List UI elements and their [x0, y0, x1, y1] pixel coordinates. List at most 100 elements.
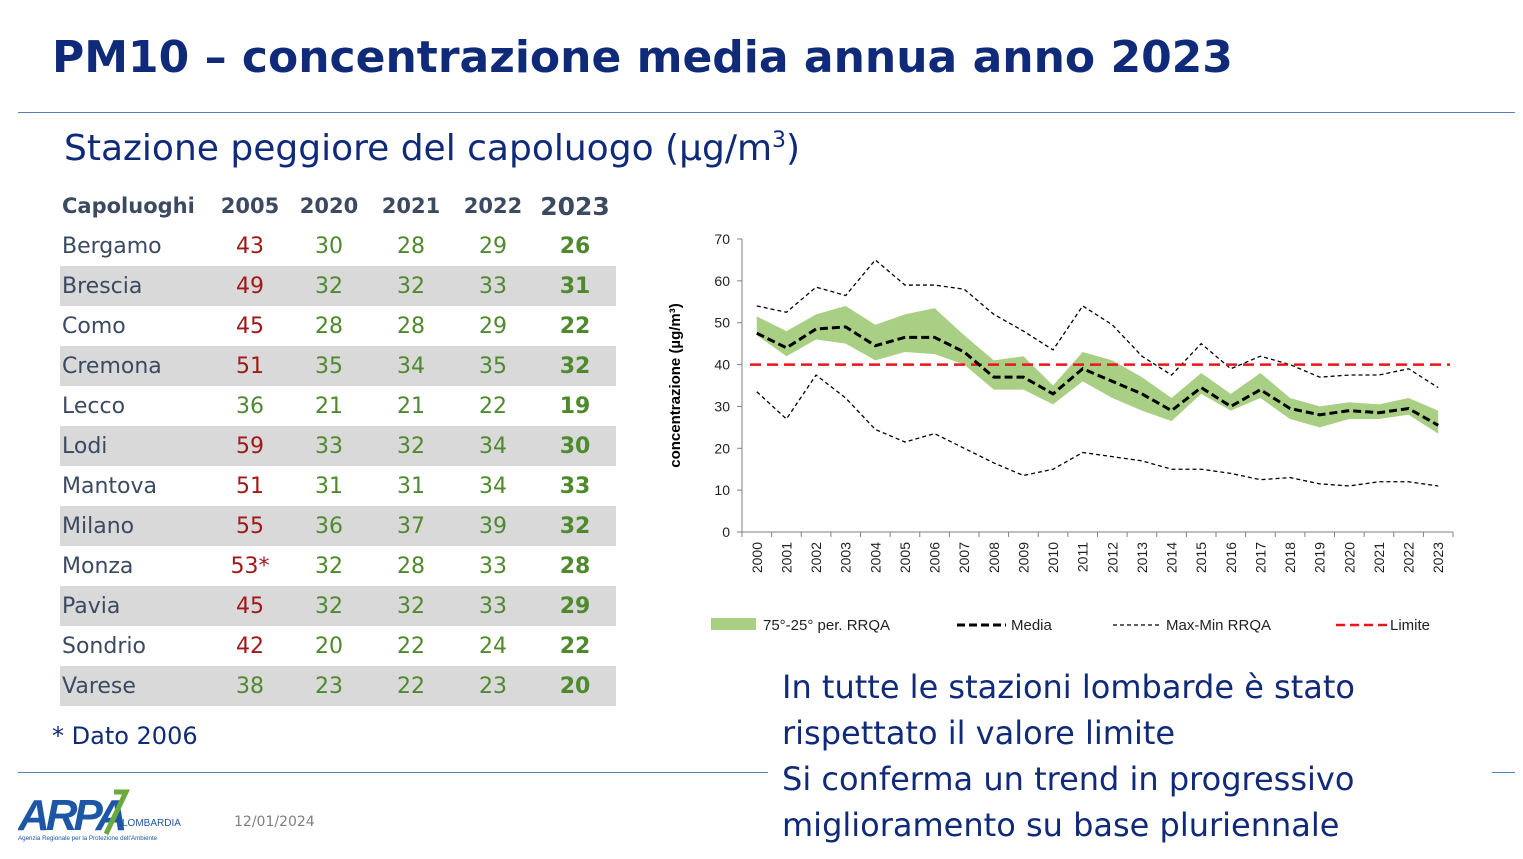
value-2022: 34	[479, 473, 507, 499]
x-tick-label: 2009	[1015, 542, 1031, 573]
band-75-25-percentile	[756, 305, 1439, 434]
legend-media-label: Media	[1011, 617, 1053, 634]
city-name: Brescia	[60, 266, 212, 306]
table-row: Como 45 28 28 29 22	[60, 306, 616, 346]
value-2020: 32	[288, 586, 370, 626]
subtitle-superscript: 3	[772, 128, 787, 153]
table-row: Bergamo 43 30 28 29 26	[60, 226, 616, 266]
x-tick-label: 2002	[808, 542, 824, 573]
value-2005: 51	[212, 346, 288, 386]
table-row: Pavia 45 32 32 33 29	[60, 586, 616, 626]
value-2022: 29	[479, 313, 507, 339]
table-row: Monza 53* 32 28 33 28	[60, 546, 616, 586]
value-2021: 37	[370, 506, 452, 546]
conclusion-message: In tutte le stazioni lombarde è stato ri…	[782, 664, 1355, 848]
x-tick-label: 2013	[1134, 542, 1150, 573]
header-2021: 2021	[381, 194, 441, 218]
x-tick-label: 2023	[1430, 542, 1446, 573]
value-2021: 31	[397, 473, 425, 499]
value-2023: 32	[534, 346, 616, 386]
table-row: Lecco 36 21 21 22 19	[60, 386, 616, 426]
value-2023: 26	[559, 233, 591, 259]
y-tick-label: 20	[714, 440, 730, 456]
value-2023: 31	[534, 266, 616, 306]
x-tick-label: 2018	[1282, 542, 1298, 573]
logo-region: LOMBARDIA	[122, 818, 181, 829]
value-2020: 23	[288, 666, 370, 706]
value-2021: 28	[397, 233, 425, 259]
value-2005: 43	[236, 233, 264, 259]
x-tick-label: 2011	[1075, 542, 1091, 572]
header-2022: 2022	[463, 194, 523, 218]
footer-divider-left	[18, 772, 768, 773]
value-2005: 53*	[230, 553, 270, 579]
logo-tagline: Agenzia Regionale per la Protezione dell…	[18, 835, 158, 842]
value-2020: 36	[288, 506, 370, 546]
city-name: Como	[62, 313, 126, 339]
header-capoluoghi: Capoluoghi	[62, 194, 195, 218]
value-2005: 42	[236, 633, 264, 659]
value-2022: 29	[479, 233, 507, 259]
value-2021: 28	[397, 313, 425, 339]
header-2020: 2020	[299, 194, 359, 218]
city-name: Mantova	[62, 473, 157, 499]
y-tick-label: 0	[722, 524, 730, 540]
min-line	[756, 374, 1439, 487]
x-tick-label: 2007	[956, 542, 972, 573]
chart-legend: 75°-25° per. RRQA Media Max-Min RRQA Limite	[711, 617, 1430, 634]
x-tick-label: 2020	[1341, 542, 1357, 573]
subtitle-text: Stazione peggiore del capoluogo (µg/m	[64, 128, 773, 169]
legend-maxmin-label: Max-Min RRQA	[1166, 617, 1271, 634]
x-tick-label: 2017	[1252, 542, 1268, 573]
x-tick-label: 2008	[986, 542, 1002, 573]
x-tick-label: 2014	[1164, 542, 1180, 573]
value-2022: 39	[452, 506, 534, 546]
message-line: miglioramento su base pluriennale	[782, 806, 1340, 844]
value-2020: 30	[315, 233, 343, 259]
table-row: Mantova 51 31 31 34 33	[60, 466, 616, 506]
y-tick-label: 30	[714, 398, 730, 414]
logo-swoosh	[103, 789, 130, 836]
subtitle: Stazione peggiore del capoluogo (µg/m3)	[64, 128, 800, 169]
logo-letters: ARPA	[18, 791, 125, 840]
table-row: Cremona 51 35 34 35 32	[60, 346, 616, 386]
value-2005: 36	[236, 393, 264, 419]
x-tick-label: 2000	[749, 542, 765, 573]
table-row: Varese 38 23 22 23 20	[60, 666, 616, 706]
table-row: Lodi 59 33 32 34 30	[60, 426, 616, 466]
value-2022: 33	[452, 266, 534, 306]
x-tick-label: 2010	[1045, 542, 1061, 573]
value-2020: 35	[288, 346, 370, 386]
value-2020: 28	[315, 313, 343, 339]
value-2022: 33	[479, 553, 507, 579]
city-name: Cremona	[60, 346, 212, 386]
value-2021: 32	[370, 266, 452, 306]
value-2023: 20	[534, 666, 616, 706]
value-2021: 21	[397, 393, 425, 419]
table-row: Brescia 49 32 32 33 31	[60, 266, 616, 306]
legend-band-label: 75°-25° per. RRQA	[763, 617, 890, 634]
value-2020: 32	[288, 266, 370, 306]
value-2020: 31	[315, 473, 343, 499]
value-2020: 21	[315, 393, 343, 419]
city-name: Varese	[60, 666, 212, 706]
value-2005: 59	[212, 426, 288, 466]
city-name: Sondrio	[62, 633, 146, 659]
city-name: Lodi	[60, 426, 212, 466]
page-title: PM10 – concentrazione media annua anno 2…	[52, 32, 1233, 83]
subtitle-end: )	[786, 128, 801, 169]
message-line: In tutte le stazioni lombarde è stato	[782, 668, 1355, 706]
value-2023: 22	[559, 313, 591, 339]
y-tick-label: 10	[714, 482, 730, 498]
value-2022: 34	[452, 426, 534, 466]
value-2020: 33	[288, 426, 370, 466]
value-2005: 45	[236, 313, 264, 339]
arpa-logo: ARPA LOMBARDIA Agenzia Regionale per la …	[18, 789, 181, 842]
footer-divider-right	[1492, 772, 1515, 773]
message-line: Si conferma un trend in progressivo	[782, 760, 1355, 798]
x-tick-label: 2004	[867, 542, 883, 573]
message-line: rispettato il valore limite	[782, 714, 1176, 752]
legend-band-swatch	[711, 618, 756, 630]
x-tick-label: 2022	[1401, 542, 1417, 573]
y-tick-label: 60	[714, 273, 730, 289]
